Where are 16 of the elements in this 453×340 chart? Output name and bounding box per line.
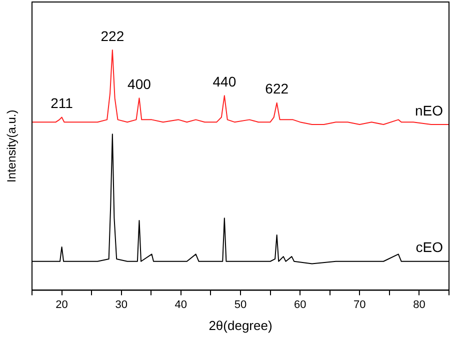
y-axis-title: Intensity(a.u.) xyxy=(4,110,18,182)
x-tick-label: 80 xyxy=(413,298,426,311)
x-tick-label: 40 xyxy=(174,298,188,311)
x-tick-label: 60 xyxy=(294,298,306,311)
x-axis-title: 2θ(degree) xyxy=(208,318,272,333)
x-tick-label: 30 xyxy=(115,298,128,311)
x-tick-label: 50 xyxy=(234,298,247,311)
x-tick-label: 20 xyxy=(56,298,68,311)
annotation: 400 xyxy=(128,76,152,92)
series-label: nEO xyxy=(414,102,444,118)
annotation: 440 xyxy=(212,74,236,90)
annotation: 222 xyxy=(100,28,124,44)
annotation: 211 xyxy=(50,95,74,112)
series-label: cEO xyxy=(416,239,444,256)
annotation: 622 xyxy=(265,80,289,97)
x-tick-label: 70 xyxy=(354,298,366,311)
